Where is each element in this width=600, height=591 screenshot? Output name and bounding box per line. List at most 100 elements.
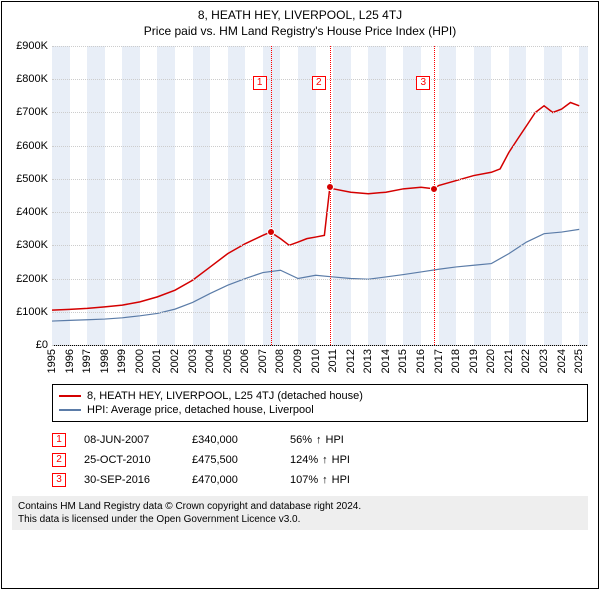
event-date: 25-OCT-2010 xyxy=(84,454,174,466)
event-price: £470,000 xyxy=(192,474,272,486)
event-num-box: 3 xyxy=(52,473,66,487)
event-marker-box: 3 xyxy=(416,76,430,90)
x-axis-label: 1995 xyxy=(46,349,58,373)
y-gridline xyxy=(52,279,588,280)
y-axis-label: £200K xyxy=(16,273,52,285)
y-gridline xyxy=(52,312,588,313)
x-axis-label: 2011 xyxy=(327,349,339,373)
y-axis-label: £100K xyxy=(16,306,52,318)
event-diff-vs: HPI xyxy=(332,474,350,486)
event-diff-pct: 107% xyxy=(290,474,318,486)
event-price: £340,000 xyxy=(192,434,272,446)
legend-label-property: 8, HEATH HEY, LIVERPOOL, L25 4TJ (detach… xyxy=(87,390,363,402)
legend-label-hpi: HPI: Average price, detached house, Live… xyxy=(87,404,314,416)
x-axis-label: 2025 xyxy=(573,349,585,373)
event-diff-pct: 124% xyxy=(290,454,318,466)
x-axis-label: 1999 xyxy=(116,349,128,373)
x-axis-label: 2004 xyxy=(204,349,216,373)
x-axis-label: 2020 xyxy=(485,349,497,373)
y-gridline xyxy=(52,345,588,346)
y-gridline xyxy=(52,46,588,47)
event-num-box: 1 xyxy=(52,433,66,447)
event-line xyxy=(330,46,331,345)
arrow-up-icon: ↑ xyxy=(322,454,328,466)
x-axis-label: 2001 xyxy=(151,349,163,373)
footer-line-1: Contains HM Land Registry data © Crown c… xyxy=(18,500,582,513)
chart-title-address: 8, HEATH HEY, LIVERPOOL, L25 4TJ xyxy=(2,8,598,22)
events-table: 1 08-JUN-2007 £340,000 56% ↑ HPI 2 25-OCT-201… xyxy=(52,430,588,490)
footer-attribution: Contains HM Land Registry data © Crown c… xyxy=(12,496,588,530)
x-axis-label: 2024 xyxy=(556,349,568,373)
y-axis-label: £500K xyxy=(16,173,52,185)
plot-region: £0£100K£200K£300K£400K£500K£600K£700K£80… xyxy=(52,46,588,346)
y-gridline xyxy=(52,245,588,246)
event-diff: 56% ↑ HPI xyxy=(290,434,344,446)
x-axis-label: 2016 xyxy=(415,349,427,373)
x-axis-label: 2017 xyxy=(433,349,445,373)
y-gridline xyxy=(52,112,588,113)
x-axis-label: 2019 xyxy=(468,349,480,373)
event-point-marker xyxy=(430,185,438,193)
chart-subtitle: Price paid vs. HM Land Registry's House … xyxy=(2,24,598,38)
y-gridline xyxy=(52,146,588,147)
series-line-hpi xyxy=(52,229,579,321)
event-row: 3 30-SEP-2016 £470,000 107% ↑ HPI xyxy=(52,470,588,490)
x-axis-label: 2009 xyxy=(292,349,304,373)
event-point-marker xyxy=(326,183,334,191)
x-axis-label: 2003 xyxy=(187,349,199,373)
chart-area: £0£100K£200K£300K£400K£500K£600K£700K£80… xyxy=(52,46,588,376)
x-axis-label: 2005 xyxy=(222,349,234,373)
x-axis-label: 2008 xyxy=(274,349,286,373)
x-axis-label: 2000 xyxy=(134,349,146,373)
event-diff: 124% ↑ HPI xyxy=(290,454,350,466)
y-gridline xyxy=(52,212,588,213)
y-axis-label: £600K xyxy=(16,140,52,152)
x-axis-label: 2018 xyxy=(450,349,462,373)
title-block: 8, HEATH HEY, LIVERPOOL, L25 4TJ Price p… xyxy=(2,2,598,40)
x-axis-label: 2013 xyxy=(362,349,374,373)
x-axis-label: 2015 xyxy=(397,349,409,373)
x-axis-label: 2014 xyxy=(380,349,392,373)
y-axis-label: £700K xyxy=(16,106,52,118)
event-diff-vs: HPI xyxy=(326,434,344,446)
y-axis-label: £900K xyxy=(16,40,52,52)
x-axis-label: 1997 xyxy=(81,349,93,373)
chart-container: 8, HEATH HEY, LIVERPOOL, L25 4TJ Price p… xyxy=(1,1,599,589)
event-line xyxy=(434,46,435,345)
footer-line-2: This data is licensed under the Open Gov… xyxy=(18,513,582,526)
x-axis-label: 2012 xyxy=(345,349,357,373)
event-date: 08-JUN-2007 xyxy=(84,434,174,446)
event-marker-box: 1 xyxy=(253,76,267,90)
event-row: 1 08-JUN-2007 £340,000 56% ↑ HPI xyxy=(52,430,588,450)
legend-swatch-hpi xyxy=(59,409,81,411)
event-date: 30-SEP-2016 xyxy=(84,474,174,486)
x-axis-label: 1998 xyxy=(99,349,111,373)
event-num-box: 2 xyxy=(52,453,66,467)
event-diff-pct: 56% xyxy=(290,434,312,446)
event-point-marker xyxy=(267,228,275,236)
legend: 8, HEATH HEY, LIVERPOOL, L25 4TJ (detach… xyxy=(52,384,588,422)
event-price: £475,500 xyxy=(192,454,272,466)
x-axis-label: 2010 xyxy=(310,349,322,373)
x-axis-label: 2007 xyxy=(257,349,269,373)
event-marker-box: 2 xyxy=(312,76,326,90)
x-axis-label: 2021 xyxy=(503,349,515,373)
event-diff-vs: HPI xyxy=(332,454,350,466)
y-gridline xyxy=(52,179,588,180)
x-axis-label: 1996 xyxy=(64,349,76,373)
x-axis-label: 2002 xyxy=(169,349,181,373)
y-axis-label: £400K xyxy=(16,206,52,218)
legend-row-hpi: HPI: Average price, detached house, Live… xyxy=(59,403,581,417)
y-axis-label: £800K xyxy=(16,73,52,85)
arrow-up-icon: ↑ xyxy=(322,474,328,486)
x-axis-label: 2023 xyxy=(538,349,550,373)
legend-swatch-property xyxy=(59,395,81,397)
chart-lines-svg xyxy=(52,46,588,345)
x-axis-label: 2022 xyxy=(520,349,532,373)
event-row: 2 25-OCT-2010 £475,500 124% ↑ HPI xyxy=(52,450,588,470)
event-diff: 107% ↑ HPI xyxy=(290,474,350,486)
arrow-up-icon: ↑ xyxy=(316,434,322,446)
x-axis-label: 2006 xyxy=(239,349,251,373)
legend-row-property: 8, HEATH HEY, LIVERPOOL, L25 4TJ (detach… xyxy=(59,389,581,403)
y-axis-label: £300K xyxy=(16,239,52,251)
